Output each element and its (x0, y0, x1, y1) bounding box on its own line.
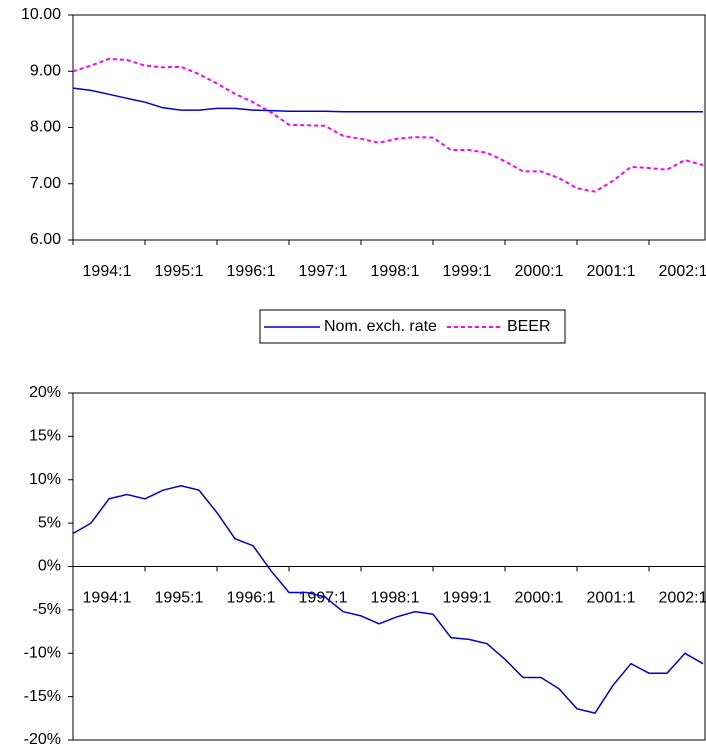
x-tick-label: 1998:1 (371, 590, 420, 607)
y-tick-label: 20% (29, 384, 61, 401)
x-tick-label: 1995:1 (155, 263, 204, 280)
x-tick-label: 1999:1 (443, 263, 492, 280)
x-tick-label: 2000:1 (515, 590, 564, 607)
x-tick-label: 1996:1 (227, 263, 276, 280)
x-tick-label: 1994:1 (83, 590, 132, 607)
x-tick-label: 1997:1 (299, 263, 348, 280)
y-tick-label: 10.00 (21, 6, 61, 23)
y-tick-label: 0% (38, 558, 61, 575)
x-tick-label: 1999:1 (443, 590, 492, 607)
x-tick-label: 1998:1 (371, 263, 420, 280)
y-tick-label: 15% (29, 428, 61, 445)
x-tick-label: 1994:1 (83, 263, 132, 280)
legend-box (259, 309, 566, 344)
x-tick-label: 2000:1 (515, 263, 564, 280)
x-tick-label: 1995:1 (155, 590, 204, 607)
x-tick-label: 1996:1 (227, 590, 276, 607)
x-tick-label: 2002:1 (659, 590, 706, 607)
x-tick-label: 2001:1 (587, 590, 636, 607)
y-tick-label: 6.00 (30, 231, 61, 248)
y-tick-label: -5% (33, 601, 61, 618)
y-tick-label: 7.00 (30, 175, 61, 192)
y-tick-label: -10% (24, 644, 61, 661)
y-tick-label: 10% (29, 471, 61, 488)
data-line (72, 57, 704, 193)
data-line (72, 87, 703, 113)
plot-area (72, 14, 706, 241)
legend-label: BEER (507, 318, 551, 335)
x-tick-label: 2001:1 (587, 263, 636, 280)
y-tick-label: -15% (24, 688, 61, 705)
legend-label: Nom. exch. rate (324, 318, 437, 335)
y-tick-label: 8.00 (30, 119, 61, 136)
data-line (72, 485, 704, 714)
y-tick-label: 9.00 (30, 62, 61, 79)
y-tick-label: 5% (38, 514, 61, 531)
y-tick-label: -20% (24, 731, 61, 746)
x-tick-label: 2002:1 (659, 263, 706, 280)
